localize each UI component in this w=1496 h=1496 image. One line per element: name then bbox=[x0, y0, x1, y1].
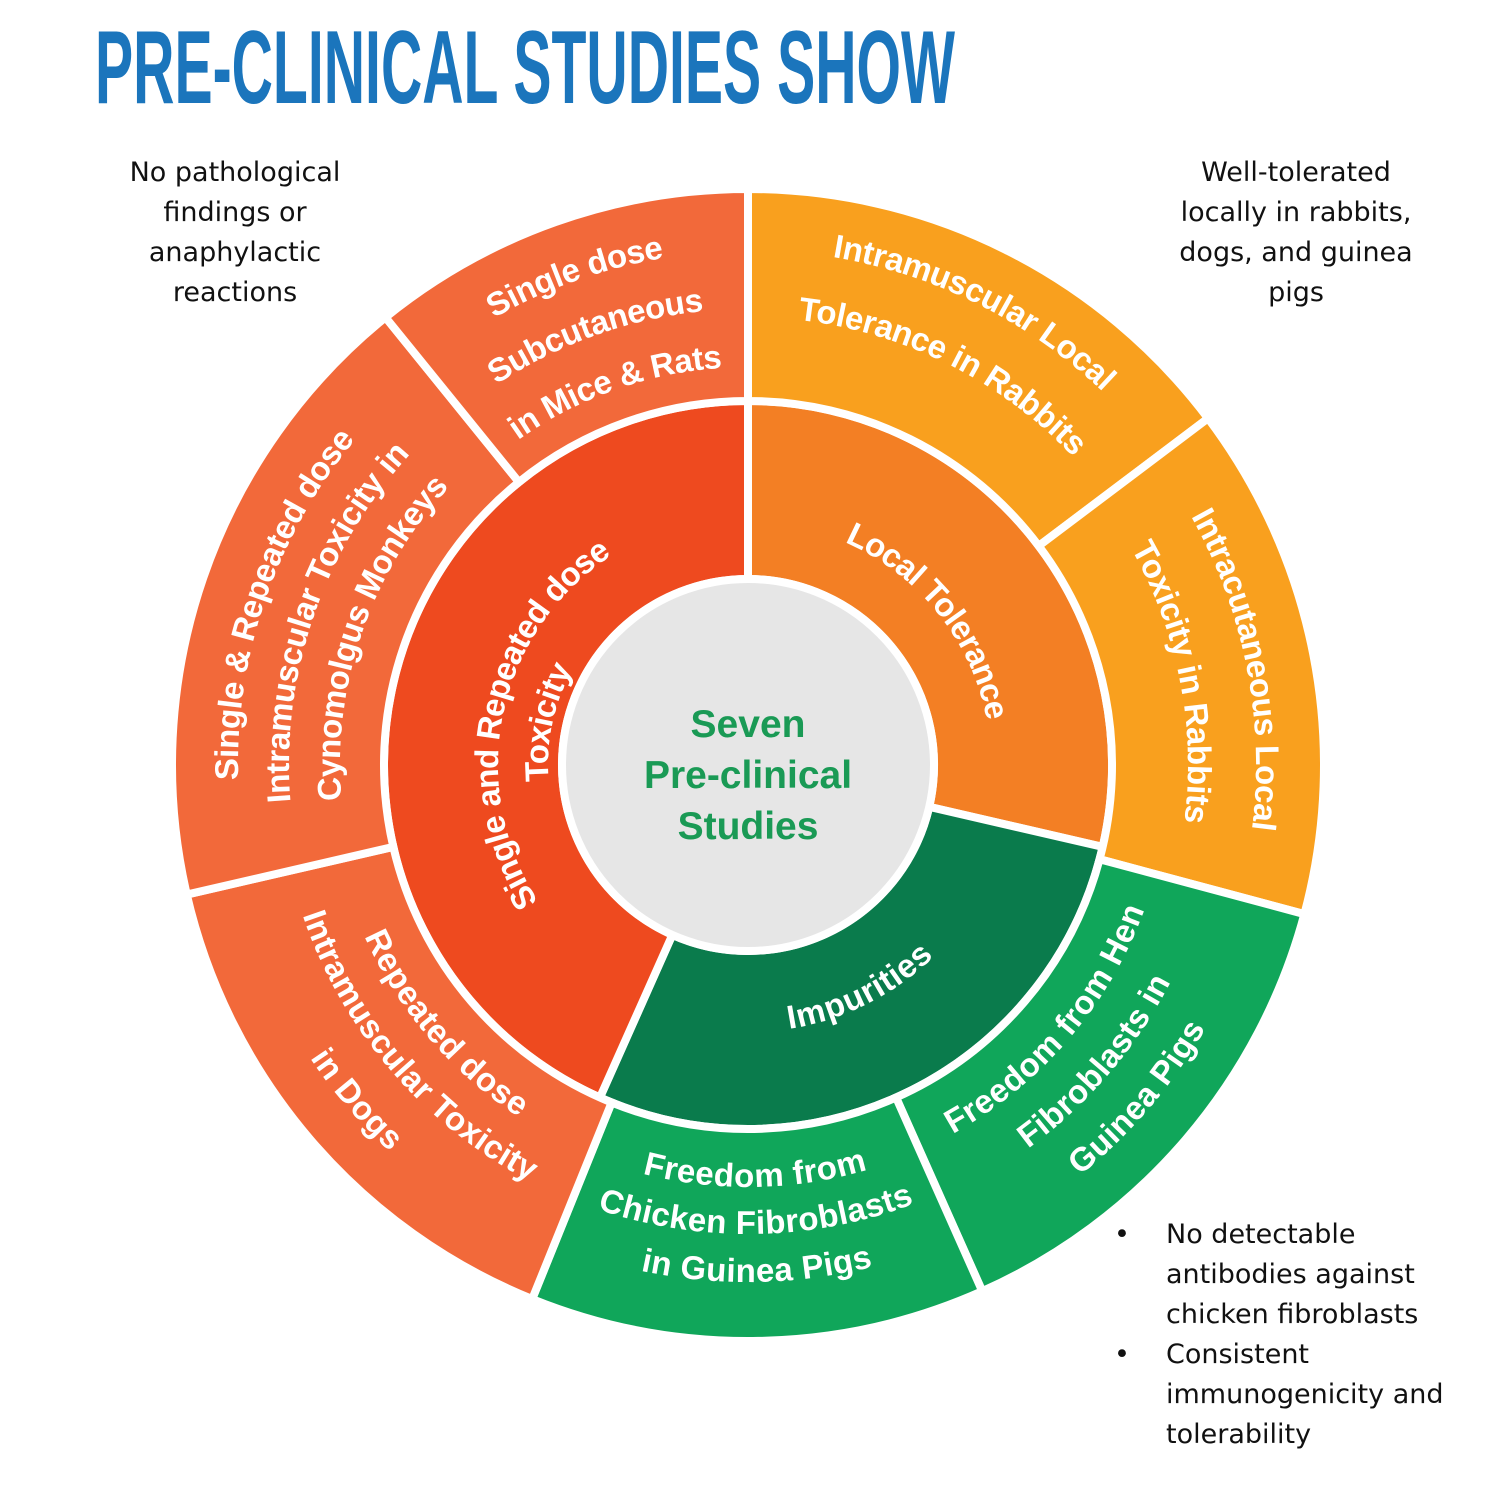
note-line: No pathological bbox=[129, 157, 341, 188]
note-line: findings or bbox=[163, 197, 307, 228]
note-line: reactions bbox=[172, 277, 298, 308]
note-line: Well-tolerated bbox=[1201, 157, 1391, 188]
segment-mice bbox=[379, 184, 752, 488]
note-line: pigs bbox=[1268, 277, 1324, 308]
note-line: anaphylactic bbox=[148, 237, 322, 268]
segment-rabbits-ic bbox=[1033, 412, 1328, 919]
center-label: Studies bbox=[678, 805, 819, 848]
note-line: chicken fibroblasts bbox=[1166, 1299, 1419, 1330]
segment-monkeys bbox=[168, 311, 525, 900]
segment-hen bbox=[890, 854, 1310, 1297]
segment-rabbits-im bbox=[744, 184, 1214, 552]
center-label: Seven bbox=[691, 703, 806, 746]
note-bullet-2: • Consistent immunogenicity and tolerabi… bbox=[1114, 1335, 1444, 1455]
note-top-left: No pathological findings or anaphylactic… bbox=[85, 153, 385, 313]
note-line: tolerability bbox=[1166, 1419, 1312, 1450]
note-line: No detectable bbox=[1166, 1219, 1356, 1250]
note-top-right: Well-tolerated locally in rabbits, dogs,… bbox=[1136, 153, 1456, 313]
center-label: Pre-clinical bbox=[644, 754, 852, 797]
center-circle bbox=[558, 575, 938, 955]
page-title: PRE-CLINICAL STUDIES SHOW bbox=[95, 10, 955, 126]
segment-dogs bbox=[181, 842, 617, 1305]
note-line: locally in rabbits, bbox=[1180, 197, 1412, 228]
segment-chicken bbox=[527, 1092, 988, 1345]
note-line: Consistent bbox=[1166, 1339, 1310, 1370]
bullet-icon: • bbox=[1114, 1339, 1130, 1370]
note-line: immunogenicity and bbox=[1166, 1379, 1444, 1410]
bullet-icon: • bbox=[1114, 1219, 1130, 1250]
note-line: dogs, and guinea bbox=[1179, 237, 1413, 268]
note-line: antibodies against bbox=[1166, 1259, 1415, 1290]
note-bullet-1: • No detectable antibodies against chick… bbox=[1114, 1215, 1419, 1335]
